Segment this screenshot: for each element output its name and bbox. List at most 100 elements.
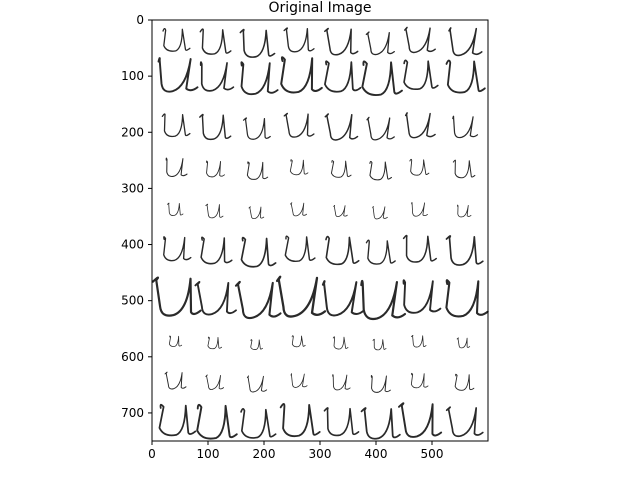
handwritten-u-glyph xyxy=(445,406,484,438)
handwritten-u-glyph xyxy=(248,206,265,220)
handwritten-u-glyph xyxy=(291,335,306,348)
handwritten-u-glyph xyxy=(157,57,199,93)
handwritten-u-glyph xyxy=(325,235,360,266)
handwritten-u-glyph xyxy=(402,279,442,314)
handwritten-u-glyph xyxy=(161,113,191,138)
handwritten-u-glyph xyxy=(196,403,238,440)
y-tick-label: 700 xyxy=(121,406,144,420)
handwritten-u-glyph xyxy=(163,236,192,262)
y-tick-label: 200 xyxy=(121,125,144,139)
handwritten-u-glyph xyxy=(445,279,489,318)
handwritten-u-glyph xyxy=(324,60,362,93)
handwritten-u-glyph xyxy=(457,204,472,218)
y-tick-label: 400 xyxy=(121,238,144,252)
handwritten-u-glyph xyxy=(168,335,183,347)
handwritten-u-glyph xyxy=(199,113,232,141)
handwritten-u-glyph xyxy=(360,407,401,440)
handwritten-u-glyph xyxy=(250,339,263,350)
handwritten-u-glyph xyxy=(194,281,237,316)
x-tick-label: 400 xyxy=(365,447,388,461)
handwritten-u-glyph xyxy=(365,239,396,265)
handwritten-u-glyph xyxy=(404,26,436,54)
handwritten-u-glyph xyxy=(240,408,277,439)
x-tick-label: 100 xyxy=(197,447,220,461)
handwritten-u-glyph xyxy=(284,235,316,263)
handwritten-u-glyph xyxy=(333,204,348,218)
handwritten-u-glyph xyxy=(366,116,395,141)
handwritten-u-glyph xyxy=(445,235,484,266)
x-tick-label: 500 xyxy=(421,447,444,461)
handwritten-u-glyph xyxy=(452,159,476,179)
y-tick-label: 600 xyxy=(121,350,144,364)
x-tick-label: 0 xyxy=(148,447,156,461)
handwritten-u-glyph xyxy=(404,112,436,139)
handwritten-u-glyph xyxy=(207,336,223,350)
handwritten-u-glyph xyxy=(454,373,475,391)
handwritten-u-glyph xyxy=(411,334,427,348)
handwritten-u-glyph xyxy=(332,336,349,350)
handwritten-u-glyph xyxy=(324,27,359,56)
handwritten-u-glyph xyxy=(369,160,392,181)
handwritten-u-glyph xyxy=(372,206,388,220)
handwritten-u-glyph xyxy=(246,161,269,180)
handwritten-u-glyph xyxy=(411,202,428,217)
y-tick-label: 300 xyxy=(121,181,144,195)
figure-title: Original Image xyxy=(268,0,371,16)
y-tick-label: 500 xyxy=(121,294,144,308)
handwritten-u-glyph xyxy=(332,374,351,391)
handwritten-u-glyph xyxy=(240,61,279,96)
handwritten-u-glyph xyxy=(370,375,391,393)
handwritten-u-glyph xyxy=(330,160,352,178)
handwritten-u-glyph xyxy=(361,60,403,96)
handwritten-u-glyph xyxy=(372,338,387,351)
handwritten-u-glyph xyxy=(158,403,197,437)
handwritten-u-glyph xyxy=(240,236,277,268)
handwritten-u-glyph xyxy=(205,374,225,390)
handwritten-u-glyph xyxy=(165,157,188,177)
handwritten-u-glyph xyxy=(283,27,315,53)
y-axis: 0 100 200 300 400 500 600 700 xyxy=(121,13,152,420)
handwritten-u-glyph xyxy=(448,27,483,57)
handwritten-u-glyph xyxy=(164,371,187,390)
handwritten-u-glyph xyxy=(280,56,323,94)
handwritten-u-glyph xyxy=(275,275,327,318)
handwritten-u-glyph xyxy=(234,280,282,320)
handwritten-u-glyph xyxy=(289,159,309,176)
x-tick-label: 300 xyxy=(309,447,332,461)
handwritten-u-glyph xyxy=(283,112,315,138)
handwritten-u-glyph xyxy=(290,373,308,388)
handwritten-u-glyph xyxy=(452,115,479,139)
handwritten-u-glyph xyxy=(246,375,268,393)
handwritten-u-glyph xyxy=(279,403,321,438)
handwritten-u-glyph xyxy=(200,236,233,265)
x-tick-label: 200 xyxy=(253,447,276,461)
handwriting-grid xyxy=(151,26,489,440)
handwritten-u-glyph xyxy=(402,234,437,263)
y-tick-label: 0 xyxy=(136,13,144,27)
handwritten-u-glyph xyxy=(403,59,439,91)
handwritten-u-glyph xyxy=(162,28,191,52)
handwritten-u-glyph xyxy=(239,28,276,58)
handwritten-u-glyph xyxy=(167,202,184,216)
handwritten-u-glyph xyxy=(410,372,429,389)
handwritten-u-glyph xyxy=(324,113,359,141)
handwritten-u-glyph xyxy=(199,28,232,55)
handwritten-u-glyph xyxy=(360,279,407,321)
handwritten-u-glyph xyxy=(205,203,224,219)
handwritten-u-glyph xyxy=(409,158,430,176)
handwritten-u-glyph xyxy=(290,202,308,217)
x-axis: 0 100 200 300 400 500 xyxy=(148,441,443,461)
handwritten-u-glyph xyxy=(151,276,202,317)
handwritten-u-glyph xyxy=(321,280,365,317)
handwritten-u-glyph xyxy=(398,402,443,438)
y-tick-label: 100 xyxy=(121,69,144,83)
handwritten-u-glyph xyxy=(206,160,225,178)
handwritten-u-glyph xyxy=(365,31,395,56)
handwritten-u-glyph xyxy=(445,59,486,94)
handwritten-u-glyph xyxy=(242,117,271,140)
handwritten-u-glyph xyxy=(456,337,471,349)
handwritten-u-glyph xyxy=(199,61,235,92)
handwritten-u-glyph xyxy=(323,407,360,437)
